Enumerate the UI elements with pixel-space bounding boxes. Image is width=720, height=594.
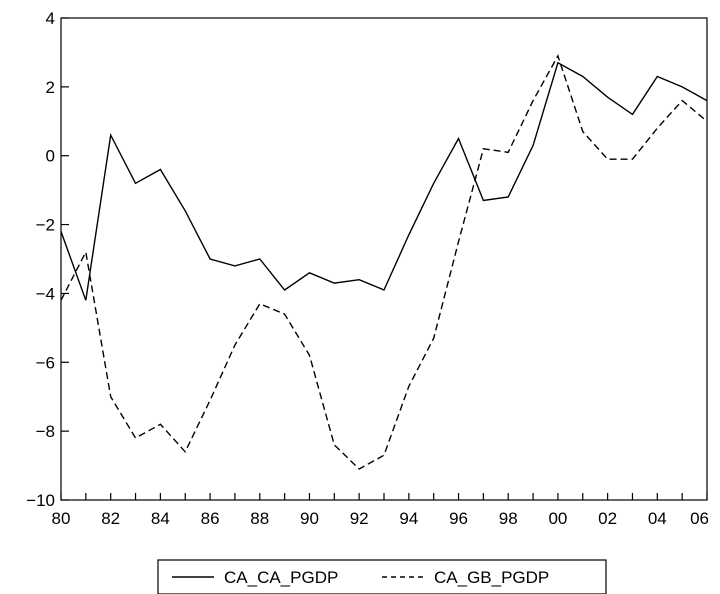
plot-frame bbox=[60, 17, 708, 501]
x-axis: 80 82 84 86 88 90 92 94 96 98 00 02 04 06 bbox=[52, 493, 709, 528]
x-tick-label: 06 bbox=[690, 509, 709, 528]
x-tick-label: 84 bbox=[151, 509, 170, 528]
y-tick-label: −4 bbox=[36, 284, 55, 303]
y-tick-label: 4 bbox=[46, 9, 55, 28]
x-tick-label: 92 bbox=[350, 509, 369, 528]
y-tick-label: 0 bbox=[46, 147, 55, 166]
legend-label-ca-gb-pgdp: CA_GB_PGDP bbox=[434, 568, 549, 587]
y-axis: 4 2 0 −2 −4 −6 −8 −10 bbox=[26, 9, 69, 510]
x-tick-label: 02 bbox=[598, 509, 617, 528]
x-tick-label: 94 bbox=[399, 509, 418, 528]
legend-label-ca-ca-pgdp: CA_CA_PGDP bbox=[224, 568, 338, 587]
y-tick-label: 2 bbox=[46, 78, 55, 97]
y-tick-label: −6 bbox=[36, 353, 55, 372]
x-tick-label: 04 bbox=[648, 509, 667, 528]
x-tick-label: 88 bbox=[250, 509, 269, 528]
y-tick-label: −2 bbox=[36, 216, 55, 235]
series-line-ca-gb-pgdp bbox=[60, 54, 708, 470]
y-tick-label: −8 bbox=[36, 422, 55, 441]
legend: CA_CA_PGDP CA_GB_PGDP bbox=[157, 559, 607, 594]
x-tick-label: 90 bbox=[300, 509, 319, 528]
x-tick-label: 86 bbox=[201, 509, 220, 528]
x-tick-label: 98 bbox=[499, 509, 518, 528]
x-tick-label: 00 bbox=[548, 509, 567, 528]
x-tick-label: 96 bbox=[449, 509, 468, 528]
x-tick-label: 80 bbox=[52, 509, 71, 528]
x-tick-label: 82 bbox=[101, 509, 120, 528]
series-layer bbox=[60, 54, 708, 470]
series-line-ca-ca-pgdp bbox=[60, 61, 708, 301]
y-tick-label: −10 bbox=[26, 491, 55, 510]
